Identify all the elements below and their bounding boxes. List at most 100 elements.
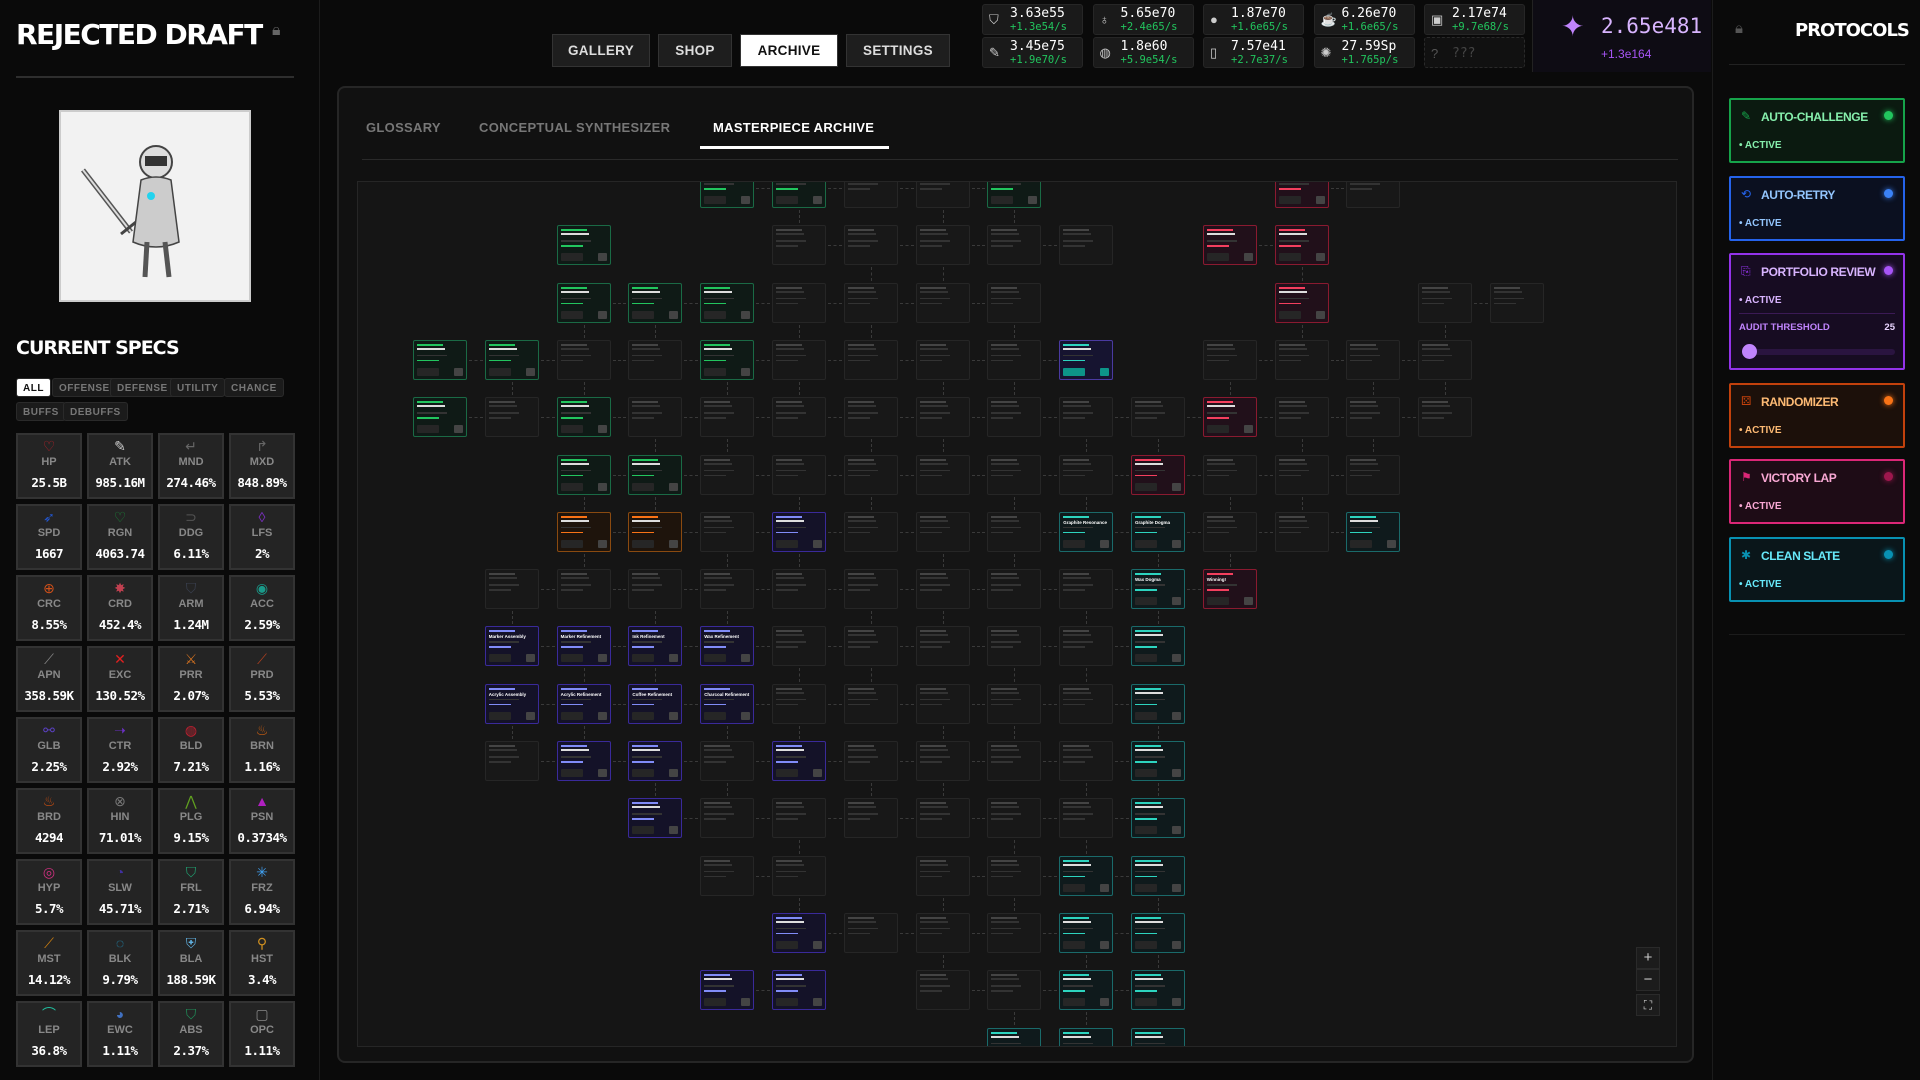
- archive-node[interactable]: Coffee Refinement: [628, 683, 683, 724]
- node-max-button[interactable]: [741, 310, 751, 319]
- node-upgrade-button[interactable]: [417, 367, 439, 376]
- archive-node[interactable]: [1059, 855, 1114, 896]
- archive-node[interactable]: [700, 970, 755, 1011]
- archive-node[interactable]: [915, 798, 970, 839]
- archive-node[interactable]: [987, 339, 1042, 380]
- node-upgrade-button[interactable]: [560, 539, 583, 548]
- archive-node[interactable]: [772, 339, 826, 380]
- archive-node[interactable]: Wax Refinement: [700, 626, 755, 667]
- archive-node[interactable]: [556, 569, 611, 610]
- archive-node[interactable]: [700, 798, 755, 839]
- archive-node[interactable]: [1131, 970, 1185, 1011]
- tab-shop[interactable]: SHOP: [658, 34, 732, 67]
- node-max-button[interactable]: [669, 654, 679, 663]
- node-max-button[interactable]: [597, 539, 607, 548]
- archive-node[interactable]: [700, 182, 755, 208]
- node-max-button[interactable]: [1172, 826, 1181, 835]
- stat-opc[interactable]: ▢ OPC 1.11%: [229, 1001, 295, 1067]
- archive-node[interactable]: [1346, 511, 1401, 552]
- archive-node[interactable]: [700, 397, 755, 438]
- node-upgrade-button[interactable]: [1063, 367, 1086, 376]
- node-max-button[interactable]: [1315, 253, 1325, 262]
- resource-eraser[interactable]: ⛉ 3.63e55 +1.3e54/s: [982, 4, 1083, 35]
- node-upgrade-button[interactable]: [1135, 654, 1157, 663]
- archive-node[interactable]: [915, 182, 970, 208]
- node-upgrade-button[interactable]: [1135, 826, 1157, 835]
- resource-jar[interactable]: ▣ 2.17e74 +9.7e68/s: [1424, 4, 1525, 35]
- filter-defense[interactable]: DEFENSE: [110, 378, 175, 397]
- resource-palette[interactable]: ◍ 1.8e60 +5.9e54/s: [1092, 37, 1194, 68]
- archive-node[interactable]: [628, 741, 683, 781]
- node-max-button[interactable]: [1243, 425, 1253, 434]
- node-upgrade-button[interactable]: [632, 539, 655, 548]
- archive-node[interactable]: [772, 626, 826, 667]
- node-max-button[interactable]: [669, 826, 679, 835]
- node-max-button[interactable]: [1172, 597, 1181, 606]
- archive-node[interactable]: Graphite Resonance: [1059, 511, 1114, 552]
- archive-node[interactable]: [1059, 683, 1114, 724]
- archive-node[interactable]: [628, 397, 683, 438]
- stat-prd[interactable]: ⟋ PRD 5.53%: [229, 646, 295, 712]
- stat-prr[interactable]: ⚔ PRR 2.07%: [158, 646, 224, 712]
- stat-ctr[interactable]: ➝ CTR 2.92%: [87, 717, 153, 783]
- node-upgrade-button[interactable]: [1278, 253, 1301, 262]
- stat-mst[interactable]: ⟋ MST 14.12%: [16, 930, 82, 996]
- node-upgrade-button[interactable]: [488, 367, 511, 376]
- archive-node[interactable]: [915, 225, 970, 266]
- archive-node[interactable]: [843, 912, 898, 953]
- stat-glb[interactable]: ⚯ GLB 2.25%: [16, 717, 82, 783]
- archive-node[interactable]: Acrylic Assembly: [484, 683, 539, 724]
- archive-node[interactable]: [987, 1027, 1042, 1046]
- node-max-button[interactable]: [525, 654, 535, 663]
- node-upgrade-button[interactable]: [488, 711, 511, 720]
- node-upgrade-button[interactable]: [1063, 998, 1086, 1007]
- node-max-button[interactable]: [669, 539, 679, 548]
- archive-node[interactable]: [987, 855, 1042, 896]
- archive-node[interactable]: Marker Assembly: [484, 626, 539, 667]
- stat-mxd[interactable]: ↱ MXD 848.89%: [229, 433, 295, 499]
- node-upgrade-button[interactable]: [776, 196, 798, 204]
- stat-exc[interactable]: ✕ EXC 130.52%: [87, 646, 153, 712]
- lock-icon[interactable]: 🔒︎: [272, 22, 281, 39]
- node-max-button[interactable]: [1172, 883, 1181, 892]
- archive-node[interactable]: [1059, 912, 1114, 953]
- stat-crc[interactable]: ⊕ CRC 8.55%: [16, 575, 82, 641]
- archive-node[interactable]: [628, 454, 683, 495]
- archive-node[interactable]: [1274, 339, 1329, 380]
- node-max-button[interactable]: [813, 998, 822, 1007]
- node-max-button[interactable]: [1172, 998, 1181, 1007]
- node-max-button[interactable]: [1100, 367, 1110, 376]
- node-upgrade-button[interactable]: [632, 826, 655, 835]
- node-upgrade-button[interactable]: [776, 769, 798, 777]
- archive-node[interactable]: [700, 741, 755, 781]
- archive-node[interactable]: [1131, 397, 1185, 438]
- archive-node[interactable]: [843, 511, 898, 552]
- node-max-button[interactable]: [669, 310, 679, 319]
- node-upgrade-button[interactable]: [991, 196, 1014, 204]
- node-max-button[interactable]: [1172, 482, 1181, 491]
- node-upgrade-button[interactable]: [560, 769, 583, 777]
- node-upgrade-button[interactable]: [1135, 482, 1157, 491]
- archive-node[interactable]: [700, 569, 755, 610]
- archive-node[interactable]: [413, 397, 467, 438]
- resource-spray-can[interactable]: ▯ 7.57e41 +2.7e37/s: [1203, 37, 1304, 68]
- node-max-button[interactable]: [741, 998, 751, 1007]
- stat-psn[interactable]: ▲ PSN 0.3734%: [229, 788, 295, 854]
- stat-lep[interactable]: ⌒ LEP 36.8%: [16, 1001, 82, 1067]
- stat-hin[interactable]: ⊗ HIN 71.01%: [87, 788, 153, 854]
- filter-all[interactable]: ALL: [16, 378, 51, 397]
- node-upgrade-button[interactable]: [1278, 196, 1301, 204]
- archive-node[interactable]: [915, 683, 970, 724]
- stat-ewc[interactable]: ◕ EWC 1.11%: [87, 1001, 153, 1067]
- node-max-button[interactable]: [597, 310, 607, 319]
- node-upgrade-button[interactable]: [632, 482, 655, 491]
- zoom-out-button[interactable]: −: [1636, 969, 1660, 991]
- protocol-auto-challenge[interactable]: ✎ AUTO-CHALLENGE • ACTIVE: [1729, 98, 1905, 163]
- stat-abs[interactable]: ⛉ ABS 2.37%: [158, 1001, 224, 1067]
- archive-node[interactable]: Ink Refinement: [628, 626, 683, 667]
- node-upgrade-button[interactable]: [632, 654, 655, 663]
- archive-node[interactable]: [556, 741, 611, 781]
- protocol-randomizer[interactable]: ⚄ RANDOMIZER • ACTIVE: [1729, 383, 1905, 448]
- stat-apn[interactable]: ⟋ APN 358.59K: [16, 646, 82, 712]
- node-max-button[interactable]: [741, 367, 751, 376]
